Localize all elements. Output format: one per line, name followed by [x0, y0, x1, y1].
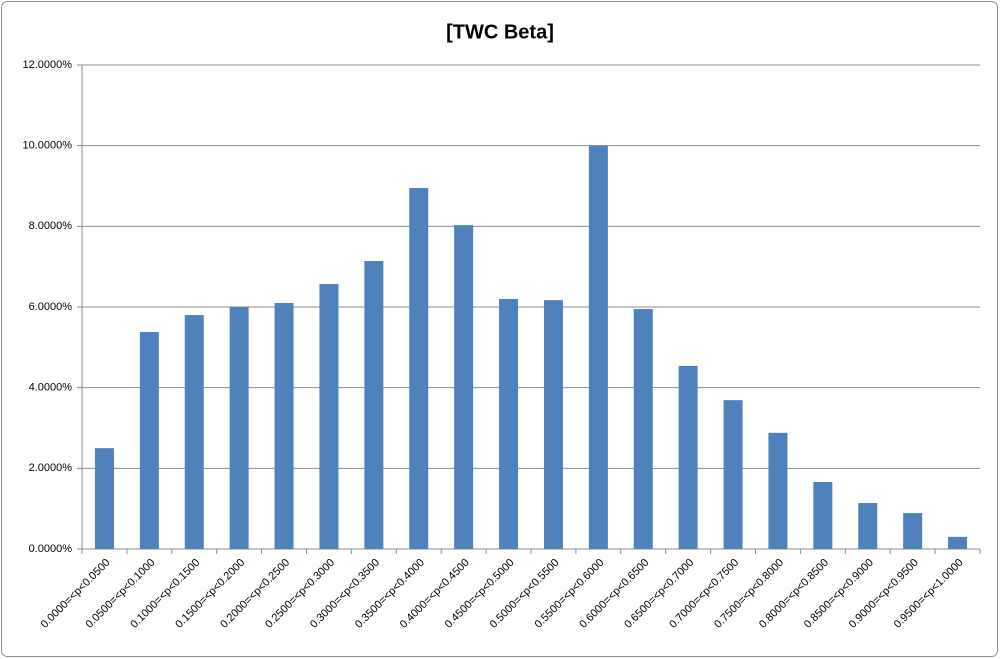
y-tick-label: 2.0000% [29, 462, 73, 474]
bar [723, 400, 743, 549]
chart-title: [TWC Beta] [446, 21, 554, 43]
bar [139, 332, 159, 549]
bar [454, 225, 474, 549]
bar [409, 188, 429, 549]
bar [229, 307, 249, 549]
bar [948, 536, 968, 549]
bar [94, 448, 114, 549]
bar [678, 365, 698, 549]
bar [184, 315, 204, 549]
y-tick-label: 0.0000% [29, 543, 73, 555]
y-tick-label: 4.0000% [29, 382, 73, 394]
y-tick-label: 6.0000% [29, 301, 73, 313]
bar [903, 513, 923, 549]
bar [364, 261, 384, 549]
bar [274, 302, 294, 549]
y-tick-label: 10.0000% [22, 140, 72, 152]
bar [588, 145, 608, 549]
bar [499, 298, 519, 549]
y-tick-label: 8.0000% [29, 220, 73, 232]
bar [633, 309, 653, 549]
bar [319, 284, 339, 549]
bar [858, 503, 878, 549]
bar [543, 300, 563, 549]
bar [813, 482, 833, 549]
bar [768, 432, 788, 549]
y-tick-label: 12.0000% [22, 59, 72, 71]
